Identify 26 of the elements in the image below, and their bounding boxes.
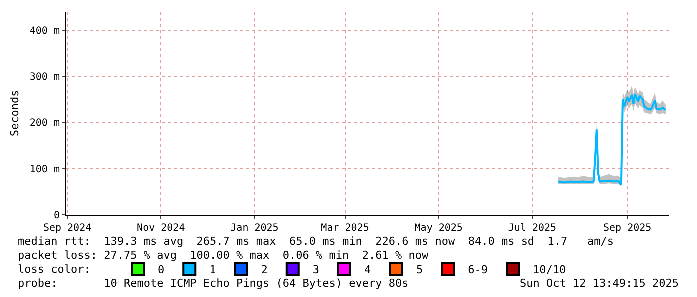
x-tick-label: Sep 2025 [603, 223, 652, 234]
text: median rtt: 139.3 ms avg 265.7 ms max 65.0 ms min 226.6 ms now 84.0 ms sd 1.7 am/s [18, 235, 614, 248]
legend-label: 4 [364, 263, 372, 276]
y-tick-label: 200 m [30, 118, 60, 130]
legend-label: 10/10 [533, 263, 566, 276]
x-tick-label: Jan 2025 [230, 223, 279, 234]
y-tick-label: 300 m [30, 72, 60, 84]
x-tick-label: Jul 2025 [508, 223, 557, 234]
y-axis-title: Seconds [8, 90, 22, 137]
text: packet loss: 27.75 % avg 100.00 % max 0.06 % min 2.61 % now [18, 249, 429, 262]
text: Sun Oct 12 13:49:15 2025 [520, 277, 679, 290]
legend-label: 6-9 [468, 263, 488, 276]
text: loss color: [18, 263, 91, 276]
x-tick-label: Sep 2024 [43, 223, 92, 234]
legend-label: 3 [312, 263, 320, 276]
y-tick-label: 0 [54, 210, 60, 222]
x-tick-label: Mar 2025 [321, 223, 370, 234]
text: probe: 10 Remote ICMP Echo Pings (64 Bytes) every 80s [18, 277, 409, 290]
legend-label: 0 [158, 263, 165, 276]
legend-label: 1 [210, 263, 216, 276]
x-tick-label: Nov 2024 [137, 223, 186, 234]
x-tick-label: May 2025 [414, 223, 463, 234]
legend-label: 5 [416, 263, 424, 276]
legend-label: 2 [261, 263, 268, 276]
y-tick-label: 400 m [30, 26, 60, 37]
y-tick-label: 100 m [30, 164, 60, 176]
